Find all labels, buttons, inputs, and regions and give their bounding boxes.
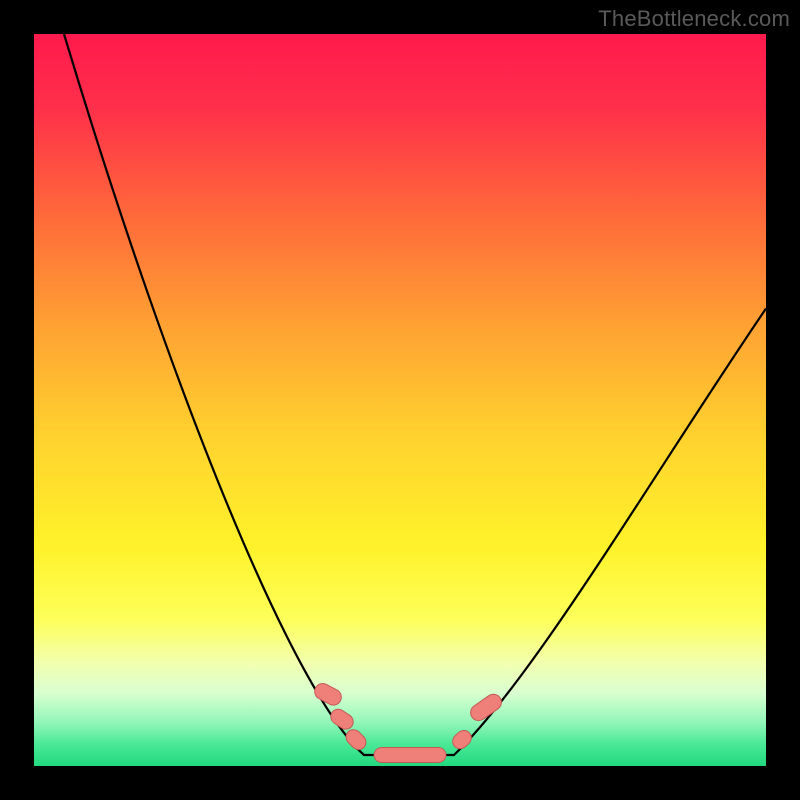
gradient-rect (34, 34, 766, 766)
chart-root: TheBottleneck.com (0, 0, 800, 800)
watermark-text: TheBottleneck.com (598, 6, 790, 32)
plot-svg (34, 34, 766, 766)
plot-area (34, 34, 766, 766)
curve-marker (374, 748, 446, 763)
